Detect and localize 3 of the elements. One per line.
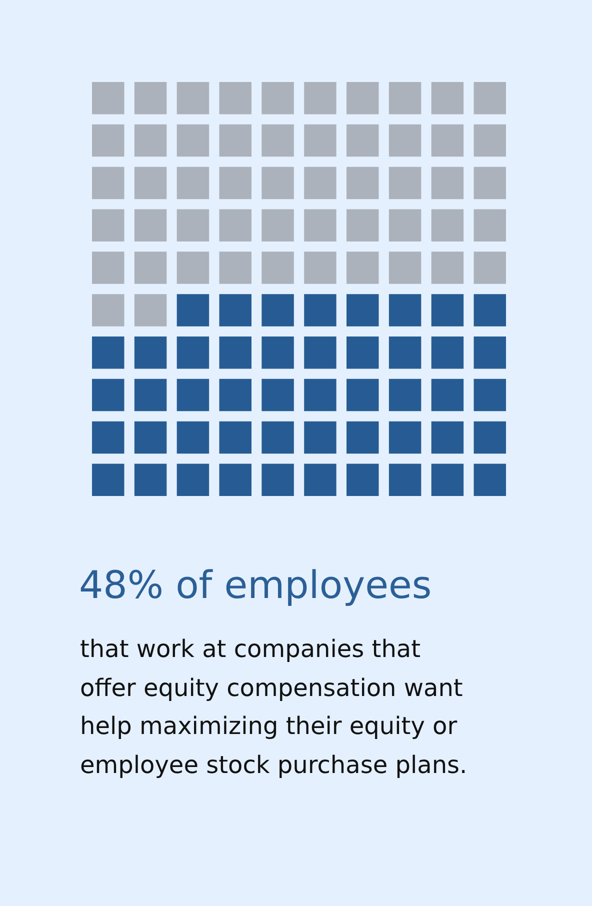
text: of employees <box>176 563 432 607</box>
data-label: 48% <box>79 563 164 607</box>
text: that work at companies that offer equity compensation want help maximizing their equity or employee stock purchase plans. <box>80 634 468 780</box>
